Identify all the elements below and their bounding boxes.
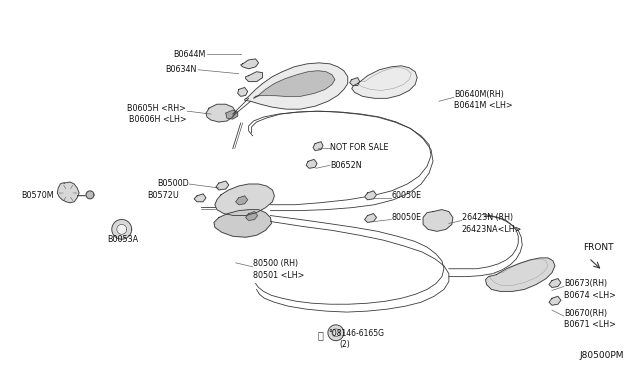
Text: B0641M <LH>: B0641M <LH> xyxy=(454,101,513,110)
Text: 80050E: 80050E xyxy=(392,213,422,222)
Polygon shape xyxy=(206,104,236,122)
Polygon shape xyxy=(244,63,348,109)
Polygon shape xyxy=(253,71,335,98)
Text: (2): (2) xyxy=(339,340,350,349)
Text: B0605H <RH>: B0605H <RH> xyxy=(127,104,186,113)
Text: FRONT: FRONT xyxy=(582,243,613,251)
Text: Ⓑ: Ⓑ xyxy=(317,330,323,340)
Polygon shape xyxy=(86,191,94,199)
Text: B0634N: B0634N xyxy=(166,65,197,74)
Text: 60050E: 60050E xyxy=(392,191,422,201)
Text: B0670(RH): B0670(RH) xyxy=(564,308,607,318)
Polygon shape xyxy=(236,196,248,205)
Polygon shape xyxy=(549,296,561,305)
Text: B0570M: B0570M xyxy=(22,191,54,201)
Polygon shape xyxy=(226,110,237,119)
Text: B0671 <LH>: B0671 <LH> xyxy=(564,320,616,329)
Polygon shape xyxy=(332,329,340,337)
Text: 80501 <LH>: 80501 <LH> xyxy=(253,271,304,280)
Polygon shape xyxy=(241,59,259,69)
Text: °08146-6165G: °08146-6165G xyxy=(328,329,384,338)
Text: B0572U: B0572U xyxy=(147,191,179,201)
Polygon shape xyxy=(352,66,417,98)
Polygon shape xyxy=(237,87,248,96)
Polygon shape xyxy=(306,160,317,168)
Text: B0053A: B0053A xyxy=(107,235,138,244)
Text: J80500PM: J80500PM xyxy=(580,351,625,360)
Polygon shape xyxy=(423,210,453,231)
Text: B0674 <LH>: B0674 <LH> xyxy=(564,291,616,300)
Polygon shape xyxy=(486,258,555,291)
Polygon shape xyxy=(58,182,79,203)
Polygon shape xyxy=(215,184,275,215)
Text: 26423N (RH): 26423N (RH) xyxy=(461,213,513,222)
Polygon shape xyxy=(246,72,262,81)
Polygon shape xyxy=(328,325,344,341)
Polygon shape xyxy=(365,191,376,200)
Polygon shape xyxy=(112,219,132,239)
Polygon shape xyxy=(349,78,360,86)
Polygon shape xyxy=(116,224,127,234)
Text: B0606H <LH>: B0606H <LH> xyxy=(129,115,186,124)
Text: 80500 (RH): 80500 (RH) xyxy=(253,259,298,268)
Text: B0673(RH): B0673(RH) xyxy=(564,279,607,288)
Polygon shape xyxy=(549,279,561,288)
Text: B0652N: B0652N xyxy=(330,161,362,170)
Text: B0644M: B0644M xyxy=(173,49,206,58)
Polygon shape xyxy=(365,214,376,222)
Polygon shape xyxy=(313,142,323,151)
Text: 26423NA<LH>: 26423NA<LH> xyxy=(461,225,522,234)
Text: B0640M(RH): B0640M(RH) xyxy=(454,90,504,99)
Text: B0500D: B0500D xyxy=(157,179,189,187)
Polygon shape xyxy=(216,181,228,190)
Text: NOT FOR SALE: NOT FOR SALE xyxy=(330,143,388,152)
Polygon shape xyxy=(246,212,257,221)
Polygon shape xyxy=(214,210,271,237)
Polygon shape xyxy=(194,194,206,202)
